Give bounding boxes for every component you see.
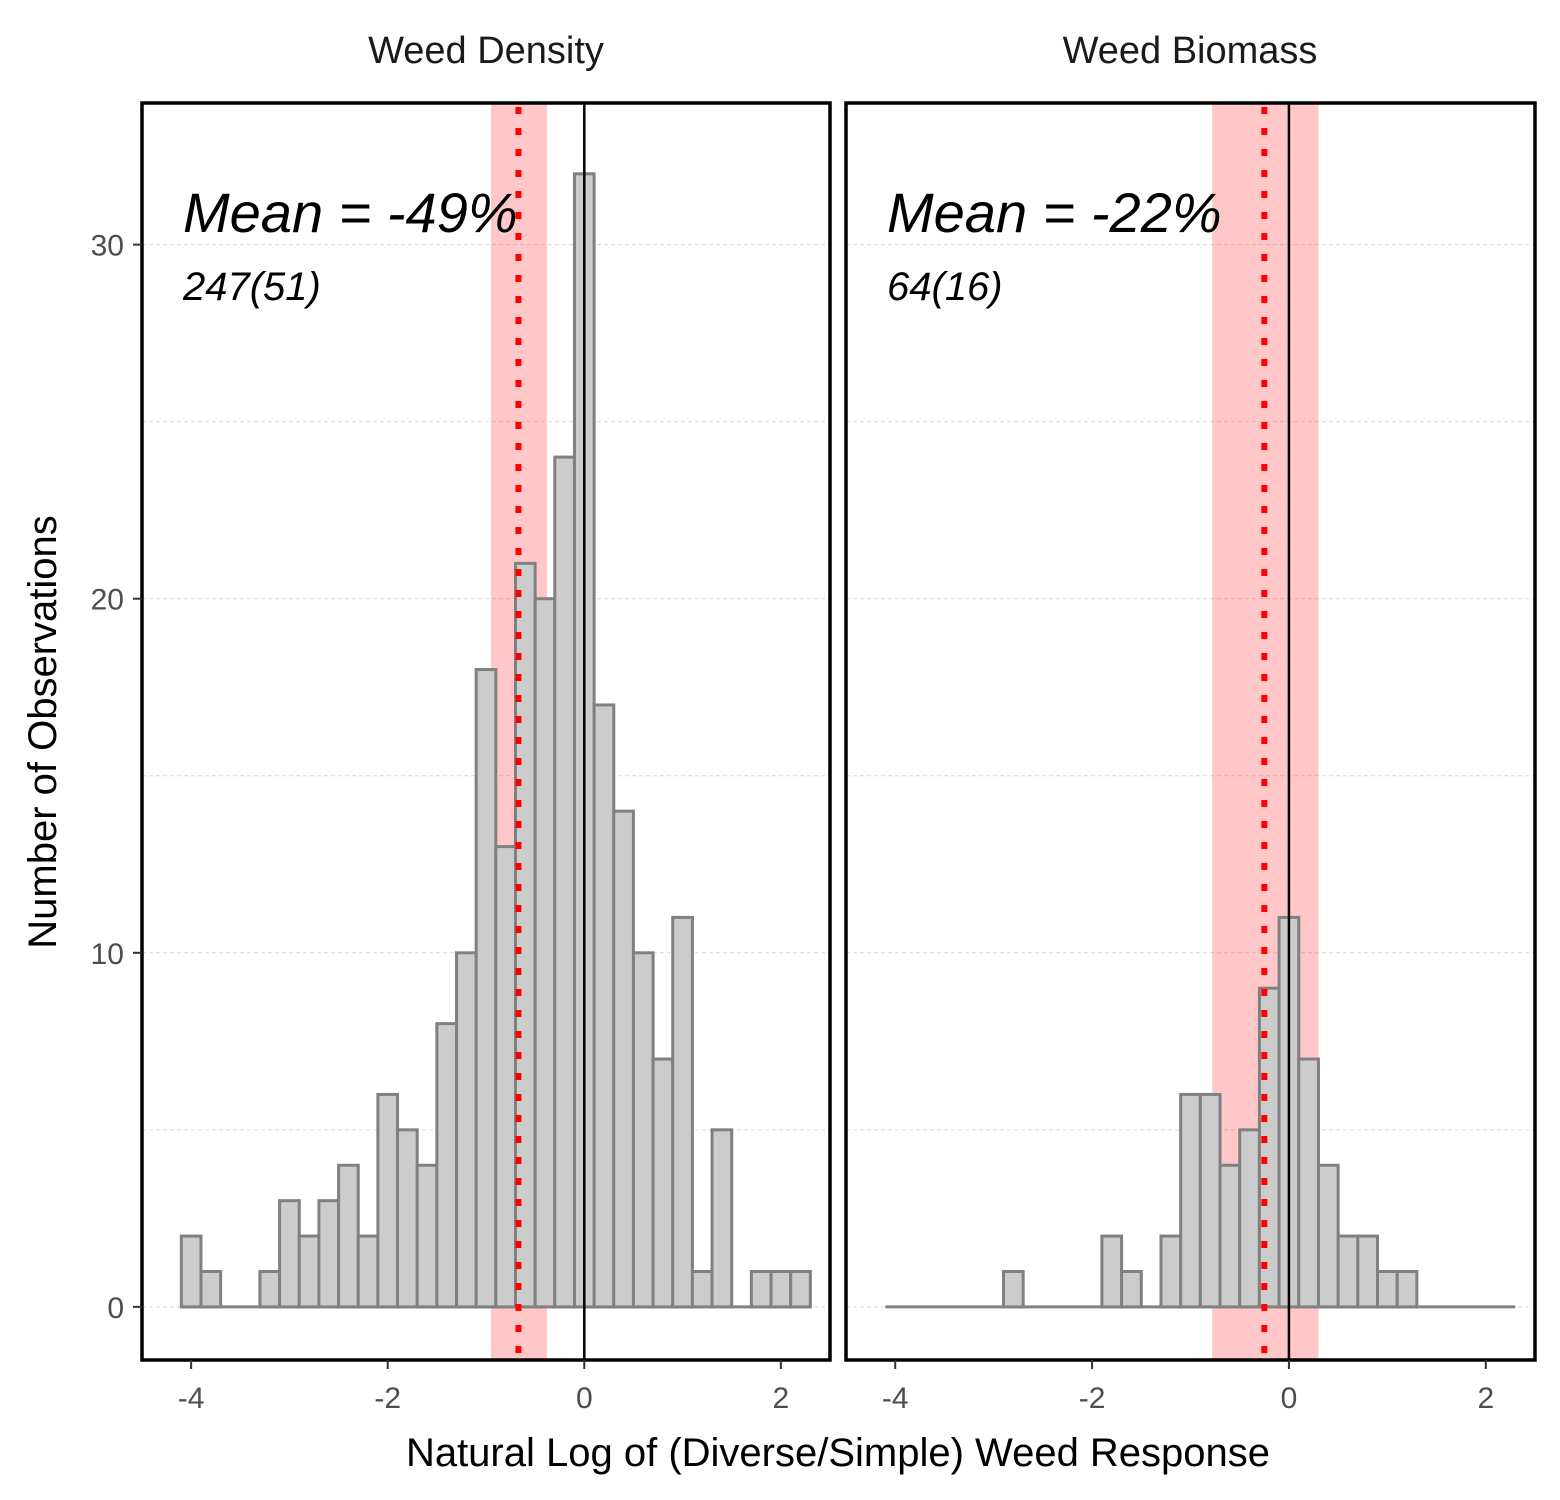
histogram-bar (1356, 1234, 1380, 1309)
histogram-bar (1179, 1092, 1202, 1309)
histogram-bar (317, 1199, 341, 1309)
histogram-bar (258, 1269, 282, 1309)
panel-weed-biomass: Weed Biomass Mean = -22% 64(16) -4 -2 0 2 (844, 30, 1537, 1415)
histogram-bar (199, 1269, 223, 1309)
y-tick-label: 30 (91, 230, 124, 263)
histogram-bar (396, 1128, 419, 1309)
histogram-bar (179, 1234, 203, 1309)
histogram-bar (376, 1092, 400, 1309)
histogram-bar (612, 809, 635, 1309)
mean-annotation: Mean = -49% (183, 181, 518, 244)
y-tick-label: 0 (107, 1292, 124, 1325)
histogram-bar (474, 668, 498, 1309)
mean-annotation: Mean = -22% (887, 181, 1222, 244)
panel-title-weed-biomass: Weed Biomass (1063, 30, 1318, 72)
histogram-bar (1297, 1057, 1320, 1309)
x-tick-label: 2 (773, 1382, 790, 1415)
histogram-bar (533, 597, 557, 1309)
histogram-bar (769, 1269, 793, 1309)
histogram-bar (337, 1163, 360, 1309)
histogram-bar (1395, 1269, 1419, 1309)
histogram-bar (1376, 1269, 1399, 1309)
histogram-bar (278, 1199, 301, 1309)
x-tick-label: -2 (1079, 1382, 1106, 1415)
histogram-bar (690, 1269, 714, 1309)
histogram-bar (651, 1057, 675, 1309)
x-tick-label: 0 (576, 1382, 593, 1415)
histogram-bar (1100, 1234, 1124, 1309)
x-tick-label: 0 (1281, 1382, 1298, 1415)
sample-size-annotation: 247(51) (182, 265, 321, 309)
histogram-bar (1001, 1269, 1025, 1309)
x-tick-label: -2 (374, 1382, 401, 1415)
histogram-bar (1336, 1234, 1360, 1309)
histogram-bar (553, 455, 576, 1309)
histogram-bar (789, 1269, 812, 1309)
histogram-bar (1120, 1269, 1143, 1309)
x-tick-label: -4 (178, 1382, 205, 1415)
histogram-bar (435, 1022, 459, 1309)
panel-title-weed-density: Weed Density (368, 30, 604, 72)
histogram-bar (356, 1234, 380, 1309)
y-tick-label: 20 (91, 584, 124, 617)
y-axis-title: Number of Observations (21, 515, 65, 949)
histogram-bar (1198, 1092, 1222, 1309)
x-tick-label: 2 (1477, 1382, 1494, 1415)
sample-size-annotation: 64(16) (887, 265, 1003, 309)
histogram-bar (592, 703, 616, 1309)
histogram-bar (1238, 1128, 1261, 1309)
histogram-bar (1159, 1234, 1183, 1309)
histogram-bar (631, 951, 655, 1309)
histogram-bar (671, 915, 694, 1309)
histogram-bar (494, 845, 517, 1309)
histogram-bar (749, 1269, 773, 1309)
x-axis-title: Natural Log of (Diverse/Simple) Weed Res… (406, 1431, 1270, 1475)
histogram-bar (455, 951, 478, 1309)
panel-border (140, 101, 832, 1362)
y-tick-label: 10 (91, 938, 124, 971)
x-tick-label: -4 (882, 1382, 909, 1415)
histogram-bar (297, 1234, 321, 1309)
histogram-bar (1316, 1163, 1340, 1309)
panel-border (844, 101, 1537, 1362)
histogram-bar (415, 1163, 439, 1309)
histogram-bar (710, 1128, 734, 1309)
histogram-bar (1218, 1163, 1242, 1309)
panel-weed-density: Weed Density Mean = -49% 247(51) -4 -2 0 2 … (91, 30, 832, 1415)
